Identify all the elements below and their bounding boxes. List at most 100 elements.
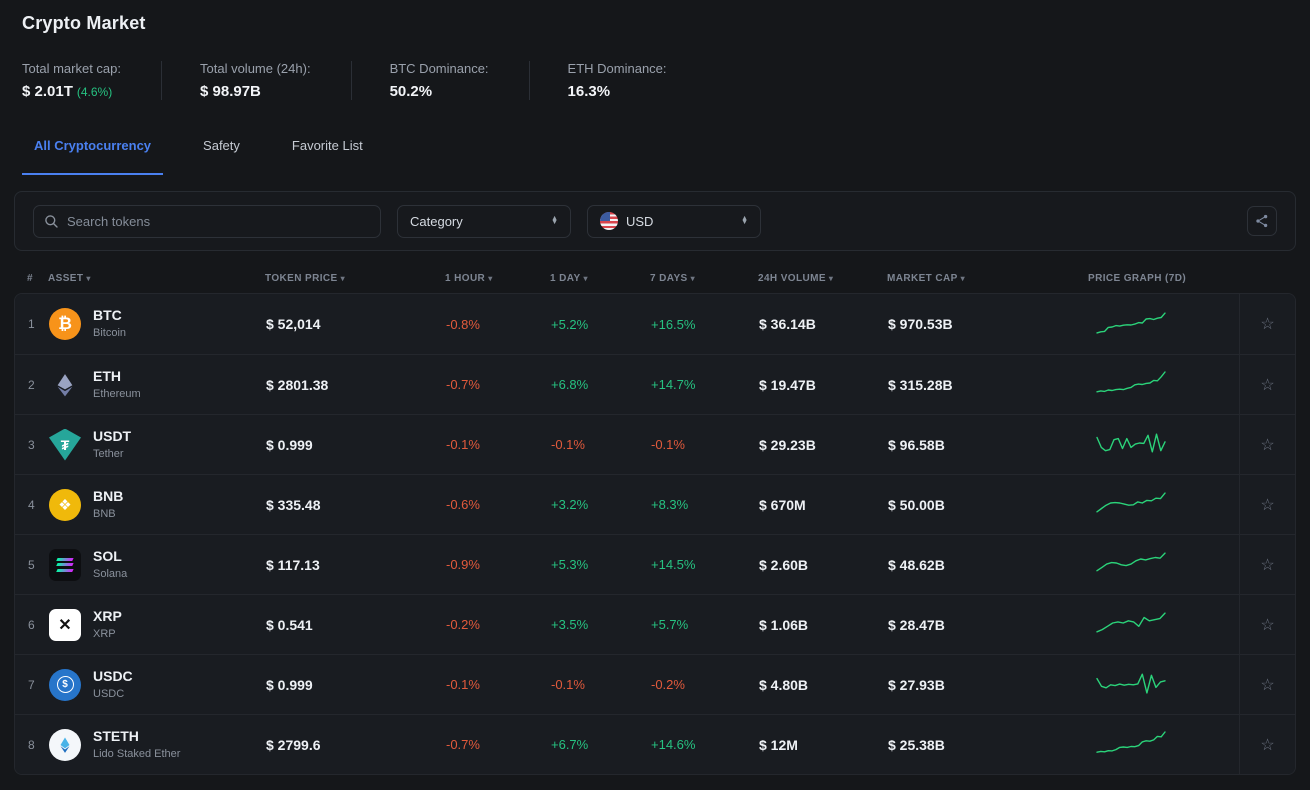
asset-name: BNB [93,507,116,520]
favorite-star-button[interactable]: ☆ [1239,715,1295,774]
asset-cell: ETH Ethereum [49,368,266,402]
stat-btc-dominance: BTC Dominance: 50.2% [350,61,529,100]
rank: 8 [28,737,35,752]
stat-label: Total volume (24h): [200,61,311,76]
sort-arrow-icon: ▾ [86,273,91,283]
asset-cell: ₿ BTC Bitcoin [49,307,266,341]
column-header-token-price[interactable]: TOKEN PRICE ▾ [265,272,345,284]
currency-select[interactable]: USD ▲ ▼ [587,204,761,238]
stat-value: 50.2% [389,83,433,100]
table-header-row: # ASSET ▾ TOKEN PRICE ▾ 1 HOUR ▾ 1 DAY ▾ 7 D… [14,263,1296,293]
crypto-table: 1 ₿ BTC Bitcoin $ 52,014 -0.8% +5.2% +16.… [14,293,1296,775]
table-row-steth[interactable]: 8 STETH Lido Staked Ether $ 2799.6 -0.7% … [15,714,1295,774]
table-row-usdt[interactable]: 3 ₮ USDT Tether $ 0.999 -0.1% -0.1% -0.1%… [15,414,1295,474]
sort-arrow-icon: ▾ [583,273,588,283]
table-row-sol[interactable]: 5 SOL Solana $ 117.13 -0.9% +5.3% +14.5% … [15,534,1295,594]
share-icon [1256,214,1268,228]
filter-panel: Category ▲▼ USD ▲▼ [14,191,1296,251]
change-1d: -0.1% [551,437,585,452]
favorite-star-button[interactable]: ☆ [1239,294,1295,354]
token-price: $ 52,014 [266,316,321,332]
token-price: $ 2801.38 [266,376,329,393]
table-row-xrp[interactable]: 6 ✕ XRP XRP $ 0.541 -0.2% +3.5% +5.7% $ 1… [15,594,1295,654]
volume-24h: $ 19.47B [759,376,816,393]
change-7d: -0.2% [651,677,685,692]
column-header-price-graph: PRICE GRAPH (7D) [1088,272,1187,284]
token-price: $ 0.999 [266,436,313,453]
us-flag-icon [600,212,618,230]
column-header-asset[interactable]: ASSET ▾ [48,272,91,284]
asset-cell: ✕ XRP XRP [49,608,266,642]
solana-icon [49,548,81,581]
bitcoin-icon: ₿ [49,308,81,340]
change-7d: +5.7% [651,617,689,632]
price-sparkline [1089,550,1239,579]
xrp-icon: ✕ [49,608,81,641]
star-icon: ☆ [1260,496,1275,514]
lido-steth-icon [49,728,81,761]
change-1d: +5.2% [551,316,589,332]
price-sparkline [1089,730,1239,759]
change-1d: +6.7% [551,737,589,752]
token-price: $ 117.13 [266,556,320,573]
star-icon: ☆ [1260,676,1275,694]
category-select-label: Category [410,213,463,229]
favorite-star-button[interactable]: ☆ [1239,355,1295,414]
category-select[interactable]: Category ▲ ▼ [397,204,571,238]
asset-name: Ethereum [93,387,141,400]
favorite-star-button[interactable]: ☆ [1239,655,1295,714]
sort-arrow-icon: ▾ [828,273,834,283]
sort-arrow-icon: ▾ [960,273,966,283]
table-row-usdc[interactable]: 7 $ USDC USDC $ 0.999 -0.1% -0.1% -0.2% $… [15,654,1295,714]
search-box[interactable] [33,204,381,238]
price-sparkline [1089,610,1239,639]
market-cap: $ 96.58B [888,436,945,453]
asset-name: Tether [93,447,124,460]
sort-arrow-icon: ▾ [488,273,493,283]
stat-value: $ 2.01T (4.6%) [22,83,113,100]
asset-cell: ❖ BNB BNB [49,488,266,522]
asset-symbol: BTC [93,307,122,324]
star-icon: ☆ [1260,316,1275,333]
tab-all-cryptocurrency[interactable]: All Cryptocurrency [22,138,164,175]
token-price: $ 0.999 [266,676,313,693]
asset-name: Solana [93,567,128,580]
column-header-1-day[interactable]: 1 DAY ▾ [550,272,588,284]
column-header-1-hour[interactable]: 1 HOUR ▾ [445,272,493,284]
tab-safety[interactable]: Safety [203,138,240,153]
stat-eth-dominance: ETH Dominance: 16.3% [528,61,707,100]
table-row-eth[interactable]: 2 ETH Ethereum $ 2801.38 -0.7% +6.8% +14.… [15,354,1295,414]
asset-symbol: XRP [93,607,122,624]
rank: 7 [28,677,35,692]
column-header-24h-volume[interactable]: 24H VOLUME ▾ [758,272,834,284]
share-button[interactable] [1247,206,1277,236]
change-1d: +5.3% [551,557,589,572]
table-row-bnb[interactable]: 4 ❖ BNB BNB $ 335.48 -0.6% +3.2% +8.3% $ … [15,474,1295,534]
change-1h: -0.1% [446,677,480,692]
change-1d: -0.1% [551,677,585,692]
asset-name: XRP [93,627,116,640]
favorite-star-button[interactable]: ☆ [1239,535,1295,594]
favorite-star-button[interactable]: ☆ [1239,475,1295,534]
column-header-7-days[interactable]: 7 DAYS ▾ [650,272,696,284]
table-row-btc[interactable]: 1 ₿ BTC Bitcoin $ 52,014 -0.8% +5.2% +16.… [15,294,1295,354]
asset-cell: STETH Lido Staked Ether [49,728,266,762]
rank: 5 [28,557,35,572]
currency-select-label: USD [626,213,654,229]
asset-cell: $ USDC USDC [49,668,266,702]
change-1h: -0.7% [446,737,480,752]
column-header-market-cap[interactable]: MARKET CAP ▾ [887,272,966,284]
market-cap: $ 970.53B [888,316,953,332]
change-7d: +14.6% [651,737,696,752]
favorite-star-button[interactable]: ☆ [1239,415,1295,474]
favorite-star-button[interactable]: ☆ [1239,595,1295,654]
star-icon: ☆ [1260,736,1275,754]
asset-name: USDC [93,687,125,700]
asset-symbol: USDC [93,667,133,684]
bnb-icon: ❖ [49,488,81,521]
asset-symbol: BNB [93,487,124,504]
search-input[interactable] [67,213,370,229]
tab-favorite-list[interactable]: Favorite List [291,138,363,153]
change-1h: -0.9% [446,557,480,572]
